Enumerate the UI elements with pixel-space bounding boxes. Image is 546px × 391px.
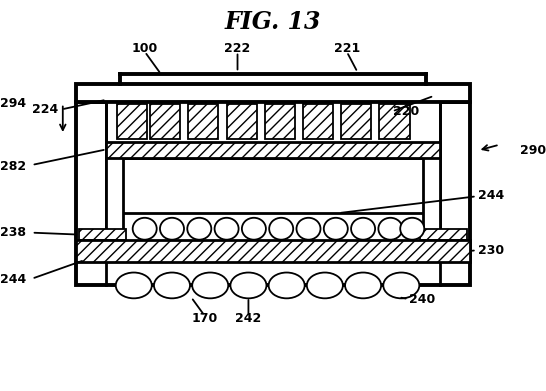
- Bar: [79, 229, 126, 240]
- Text: FIG. 13: FIG. 13: [225, 9, 321, 34]
- Circle shape: [269, 273, 305, 298]
- Bar: [379, 104, 410, 139]
- Ellipse shape: [269, 218, 293, 240]
- Bar: [227, 104, 257, 139]
- Ellipse shape: [187, 218, 211, 240]
- Text: 240: 240: [410, 292, 436, 306]
- Bar: [420, 229, 467, 240]
- Ellipse shape: [351, 218, 375, 240]
- Text: 290: 290: [520, 144, 546, 157]
- Bar: [76, 84, 470, 102]
- Circle shape: [345, 273, 381, 298]
- Text: 294: 294: [0, 97, 26, 110]
- Bar: [423, 151, 440, 242]
- Text: 224: 224: [32, 103, 58, 116]
- Ellipse shape: [296, 218, 321, 240]
- Ellipse shape: [324, 218, 348, 240]
- Text: 220: 220: [393, 105, 419, 118]
- Text: 170: 170: [192, 312, 218, 325]
- Bar: [341, 104, 371, 139]
- Circle shape: [192, 273, 228, 298]
- Text: 242: 242: [235, 312, 262, 325]
- Circle shape: [383, 273, 419, 298]
- Ellipse shape: [133, 218, 157, 240]
- Bar: [117, 104, 147, 139]
- Bar: [120, 158, 426, 213]
- Ellipse shape: [378, 218, 402, 240]
- Circle shape: [230, 273, 266, 298]
- Text: 100: 100: [132, 42, 158, 56]
- Circle shape: [154, 273, 190, 298]
- Text: 221: 221: [334, 42, 360, 56]
- Ellipse shape: [215, 218, 239, 240]
- Bar: [150, 104, 180, 139]
- Bar: [303, 104, 333, 139]
- Ellipse shape: [242, 218, 266, 240]
- Text: 244: 244: [478, 189, 504, 202]
- Bar: [76, 240, 470, 262]
- Ellipse shape: [160, 218, 184, 240]
- Ellipse shape: [400, 218, 424, 240]
- Circle shape: [307, 273, 343, 298]
- Bar: [106, 142, 440, 158]
- Bar: [76, 102, 470, 285]
- Bar: [106, 102, 440, 151]
- Text: 230: 230: [478, 244, 504, 257]
- Bar: [265, 104, 295, 139]
- Bar: [188, 104, 218, 139]
- Circle shape: [116, 273, 152, 298]
- Text: 282: 282: [0, 160, 26, 173]
- Bar: [106, 151, 123, 242]
- Text: 222: 222: [224, 42, 251, 56]
- Text: 238: 238: [0, 226, 26, 239]
- Text: 244: 244: [0, 273, 26, 286]
